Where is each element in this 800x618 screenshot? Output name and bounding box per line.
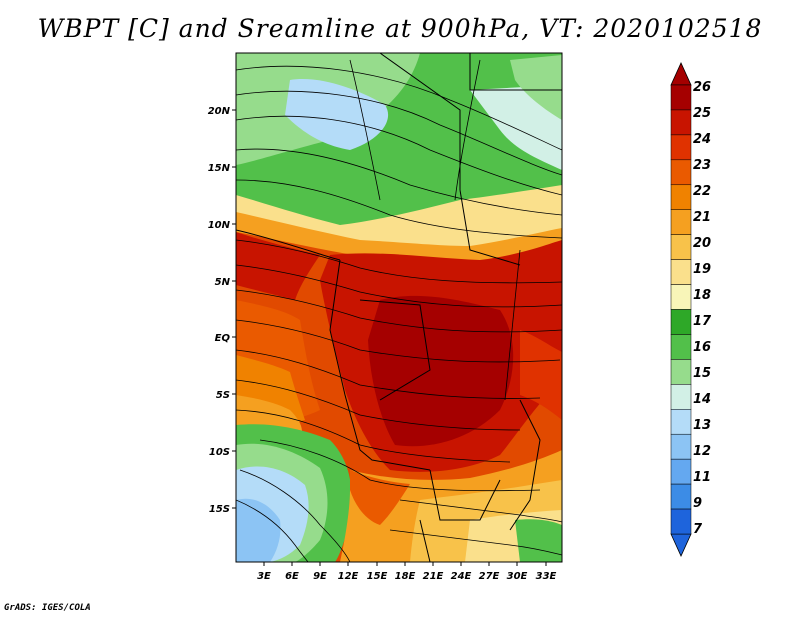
- colorbar-swatch: [670, 159, 692, 186]
- colorbar-swatch: [670, 433, 692, 460]
- colorbar-label: 14: [693, 392, 711, 407]
- colorbar-label: 13: [693, 418, 711, 433]
- country-borders: [236, 53, 562, 562]
- lon-tick-label: 6E: [285, 571, 299, 582]
- colorbar-label: 19: [693, 262, 711, 277]
- colorbar-swatch: [670, 209, 692, 235]
- colorbar-swatch: [670, 284, 692, 310]
- colorbar-swatch: [670, 84, 692, 111]
- colorbar-swatch: [670, 259, 692, 285]
- streamlines: [236, 59, 562, 562]
- lon-tick-label: 9E: [313, 571, 327, 582]
- latitude-axis: 20N 15N 10N 5N EQ 5S 10S 15S: [208, 106, 236, 515]
- plot-frame: [235, 52, 563, 563]
- colorbar-label: 25: [693, 106, 711, 121]
- colorbar-label: 22: [693, 184, 711, 199]
- longitude-axis: 3E 6E 9E 12E 15E 18E 21E 24E 27E 30E 33E: [257, 562, 557, 582]
- lon-tick-label: 12E: [338, 571, 359, 582]
- colorbar-swatch: [670, 384, 692, 410]
- lon-tick-label: 24E: [451, 571, 472, 582]
- colorbar-bottom-arrow: [670, 533, 692, 557]
- colorbar-label: 7: [693, 522, 703, 537]
- colorbar-label: 17: [693, 314, 712, 329]
- colorbar-swatch: [670, 359, 692, 385]
- colorbar-label: 11: [693, 470, 711, 485]
- colorbar-swatch: [670, 309, 692, 335]
- map-title: WBPT [C] and Sreamline at 900hPa, VT: 20…: [37, 14, 763, 43]
- colorbar-label: 9: [693, 496, 702, 511]
- colorbar-label: 21: [693, 210, 711, 225]
- colorbar-label: 12: [693, 444, 711, 459]
- lat-tick-label: EQ: [215, 333, 231, 344]
- lon-tick-label: 18E: [395, 571, 416, 582]
- colorbar-label: 15: [693, 366, 711, 381]
- colorbar-top-arrow: [670, 62, 692, 86]
- colorbar-swatch: [670, 508, 692, 535]
- lat-tick-label: 15S: [209, 504, 230, 515]
- lon-tick-label: 30E: [507, 571, 528, 582]
- colorbar-swatch: [670, 334, 692, 360]
- lon-tick-label: 3E: [257, 571, 271, 582]
- lat-tick-label: 5S: [216, 390, 230, 401]
- colorbar-swatch: [670, 483, 692, 510]
- lon-tick-label: 21E: [423, 571, 444, 582]
- lon-tick-label: 33E: [536, 571, 557, 582]
- colorbar-label: 20: [693, 236, 711, 251]
- lat-tick-label: 20N: [208, 106, 231, 117]
- lon-tick-label: 27E: [479, 571, 500, 582]
- colorbar-label: 24: [693, 132, 711, 147]
- colorbar-swatch: [670, 109, 692, 136]
- colorbar-label: 23: [693, 158, 711, 173]
- lat-tick-label: 10S: [209, 447, 230, 458]
- colorbar-label: 18: [693, 288, 711, 303]
- lon-tick-label: 15E: [367, 571, 388, 582]
- lat-tick-label: 5N: [215, 277, 231, 288]
- grads-credit: GrADS: IGES/COLA: [4, 603, 91, 613]
- lat-tick-label: 10N: [208, 220, 231, 231]
- colorbar-swatch: [670, 409, 692, 435]
- colorbar-label: 26: [693, 80, 711, 95]
- colorbar: 26 25 24 23 22 21 20 19 18 17 16 15 14 1…: [670, 62, 712, 557]
- colorbar-swatch: [670, 234, 692, 260]
- colorbar-label: 16: [693, 340, 711, 355]
- colorbar-swatch: [670, 134, 692, 161]
- colorbar-swatch: [670, 458, 692, 485]
- lat-tick-label: 15N: [208, 163, 231, 174]
- colorbar-swatch: [670, 184, 692, 210]
